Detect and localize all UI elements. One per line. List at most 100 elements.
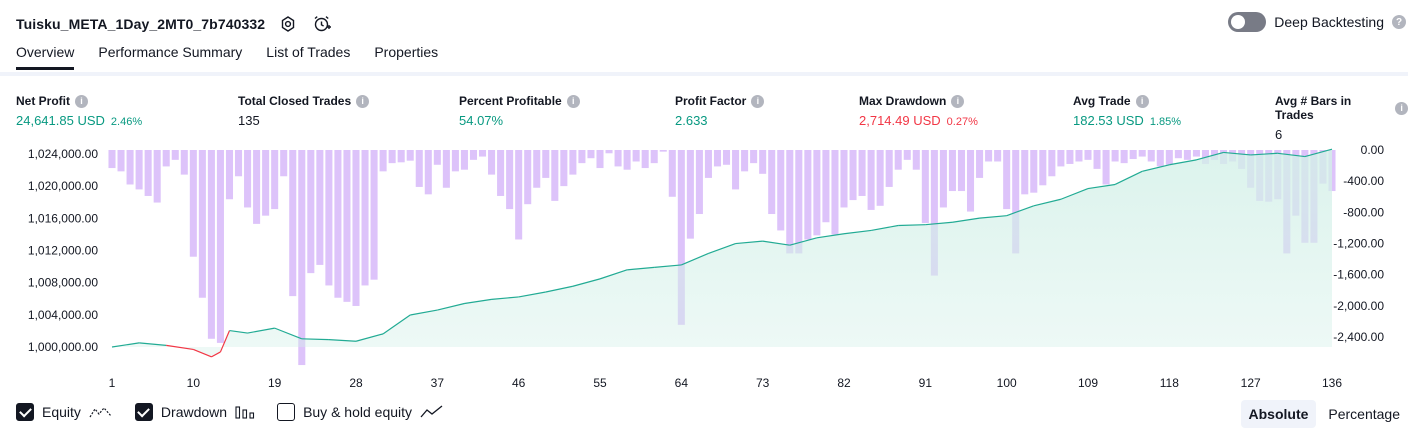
info-icon[interactable]: i xyxy=(566,94,580,108)
drawdown-bar xyxy=(759,150,767,174)
drawdown-bar xyxy=(198,150,206,298)
drawdown-bar xyxy=(225,150,234,200)
drawdown-bar xyxy=(1075,150,1083,162)
metric-label: Max Drawdown xyxy=(859,94,947,108)
left-axis-tick: 1,008,000.00 xyxy=(28,276,98,290)
drawdown-bar xyxy=(1093,150,1101,169)
drawdown-bar xyxy=(253,150,261,224)
left-axis-tick: 1,004,000.00 xyxy=(28,308,98,322)
info-icon[interactable]: i xyxy=(75,94,88,108)
right-axis-tick: -400.00 xyxy=(1343,174,1384,188)
equity-line-segment xyxy=(211,351,221,358)
drawdown-bar xyxy=(388,150,396,164)
drawdown-bar xyxy=(605,150,613,154)
drawdown-bar xyxy=(831,150,839,235)
equity-drawdown-chart[interactable]: 1,024,000.00 1,020,000.00 1,016,000.00 1,01… xyxy=(0,140,1424,396)
info-icon[interactable]: i xyxy=(751,94,765,108)
drawdown-bar xyxy=(1021,150,1029,195)
buy-hold-checkbox[interactable] xyxy=(277,403,296,421)
legend-label: Drawdown xyxy=(160,404,228,420)
x-axis-tick: 10 xyxy=(187,376,201,390)
right-axis-tick: -800.00 xyxy=(1343,205,1384,219)
drawdown-bar xyxy=(334,150,342,298)
legend-label: Buy & hold equity xyxy=(303,404,413,420)
drawdown-bar xyxy=(957,150,966,192)
drawdown-bar xyxy=(244,150,252,208)
metric-label: Total Closed Trades xyxy=(238,94,352,108)
equity-line-segment xyxy=(627,266,655,271)
drawdown-bar xyxy=(361,150,369,286)
drawdown-bar xyxy=(939,150,947,208)
metric-net-profit: Net Profit i 24,641.85 USD 2.46% xyxy=(16,94,142,128)
right-axis-tick: -2,400.00 xyxy=(1333,330,1384,344)
equity-line-segment xyxy=(1142,164,1170,172)
metrics-row: Net Profit i 24,641.85 USD 2.46% Total Clo… xyxy=(16,94,1408,142)
equity-line-segment xyxy=(979,215,1007,219)
drawdown-bar xyxy=(207,150,215,339)
metric-value: 6 xyxy=(1275,127,1283,142)
drawdown-bar xyxy=(912,150,920,170)
drawdown-bar xyxy=(1084,150,1092,160)
drawdown-bar xyxy=(433,150,441,165)
deep-backtesting-toggle[interactable] xyxy=(1228,12,1267,32)
metric-percent: 1.85% xyxy=(1149,116,1182,128)
equity-line-segment xyxy=(1033,198,1062,207)
drawdown-bar xyxy=(343,150,351,302)
drawdown-bar xyxy=(234,150,243,177)
add-alert-icon[interactable] xyxy=(311,13,333,35)
drawdown-bar xyxy=(108,150,116,169)
legend-drawdown[interactable]: Drawdown xyxy=(134,403,255,421)
info-icon[interactable]: i xyxy=(356,94,370,108)
drawdown-bar xyxy=(524,150,532,205)
equity-checkbox[interactable] xyxy=(16,403,34,421)
absolute-button[interactable]: Absolute xyxy=(1240,400,1317,428)
info-icon[interactable]: i xyxy=(1135,94,1149,108)
legend-buy-hold[interactable]: Buy & hold equity xyxy=(277,403,444,421)
drawdown-bar xyxy=(930,150,938,276)
drawdown-bar xyxy=(307,150,315,274)
drawdown-bar xyxy=(316,150,324,265)
equity-line-segment xyxy=(1250,152,1278,156)
drawdown-bar xyxy=(741,150,749,172)
drawdown-bar xyxy=(948,150,956,192)
drawdown-bar xyxy=(1102,150,1110,185)
equity-line-segment xyxy=(925,221,953,226)
drawdown-bar xyxy=(1138,150,1146,157)
drawdown-bar xyxy=(144,150,152,196)
equity-line-segment xyxy=(382,314,411,335)
drawdown-bar xyxy=(849,150,857,201)
drawdown-bar xyxy=(1030,150,1038,193)
metric-label: Percent Profitable xyxy=(459,94,562,108)
settings-icon[interactable] xyxy=(277,13,299,35)
equity-line-segment xyxy=(139,342,167,346)
percentage-button[interactable]: Percentage xyxy=(1328,406,1400,422)
tab-properties[interactable]: Properties xyxy=(374,44,439,60)
drawdown-bar xyxy=(876,150,884,206)
metric-label: Avg Trade xyxy=(1073,94,1131,108)
x-axis-tick: 118 xyxy=(1160,376,1179,390)
help-icon[interactable]: ? xyxy=(1392,15,1406,29)
drawdown-bar xyxy=(542,150,550,178)
tab-overview[interactable]: Overview xyxy=(16,44,75,70)
metric-percent: 0.27% xyxy=(946,116,978,128)
metric-label: Profit Factor xyxy=(675,94,747,108)
right-axis-tick: -1,200.00 xyxy=(1333,237,1384,251)
legend-equity[interactable]: Equity xyxy=(16,403,113,421)
x-axis-tick: 127 xyxy=(1241,376,1261,390)
equity-line-segment xyxy=(193,348,212,358)
drawdown-bar xyxy=(289,150,297,297)
info-icon[interactable]: i xyxy=(951,94,965,108)
chart-legend: Equity Drawdown Buy & hold equity xyxy=(16,403,444,421)
tab-list-of-trades[interactable]: List of Trades xyxy=(266,44,351,60)
left-axis-tick: 1,024,000.00 xyxy=(28,147,98,161)
x-axis-tick: 46 xyxy=(512,376,526,390)
tab-performance-summary[interactable]: Performance Summary xyxy=(98,44,243,60)
drawdown-bar xyxy=(659,150,667,152)
drawdown-bar xyxy=(1129,150,1137,160)
info-icon[interactable]: i xyxy=(1395,101,1408,115)
x-axis-tick: 73 xyxy=(756,376,770,390)
drawdown-bar xyxy=(117,150,125,172)
drawdown-checkbox[interactable] xyxy=(134,403,153,421)
equity-line-segment xyxy=(491,296,519,300)
equity-line-segment xyxy=(166,344,194,351)
